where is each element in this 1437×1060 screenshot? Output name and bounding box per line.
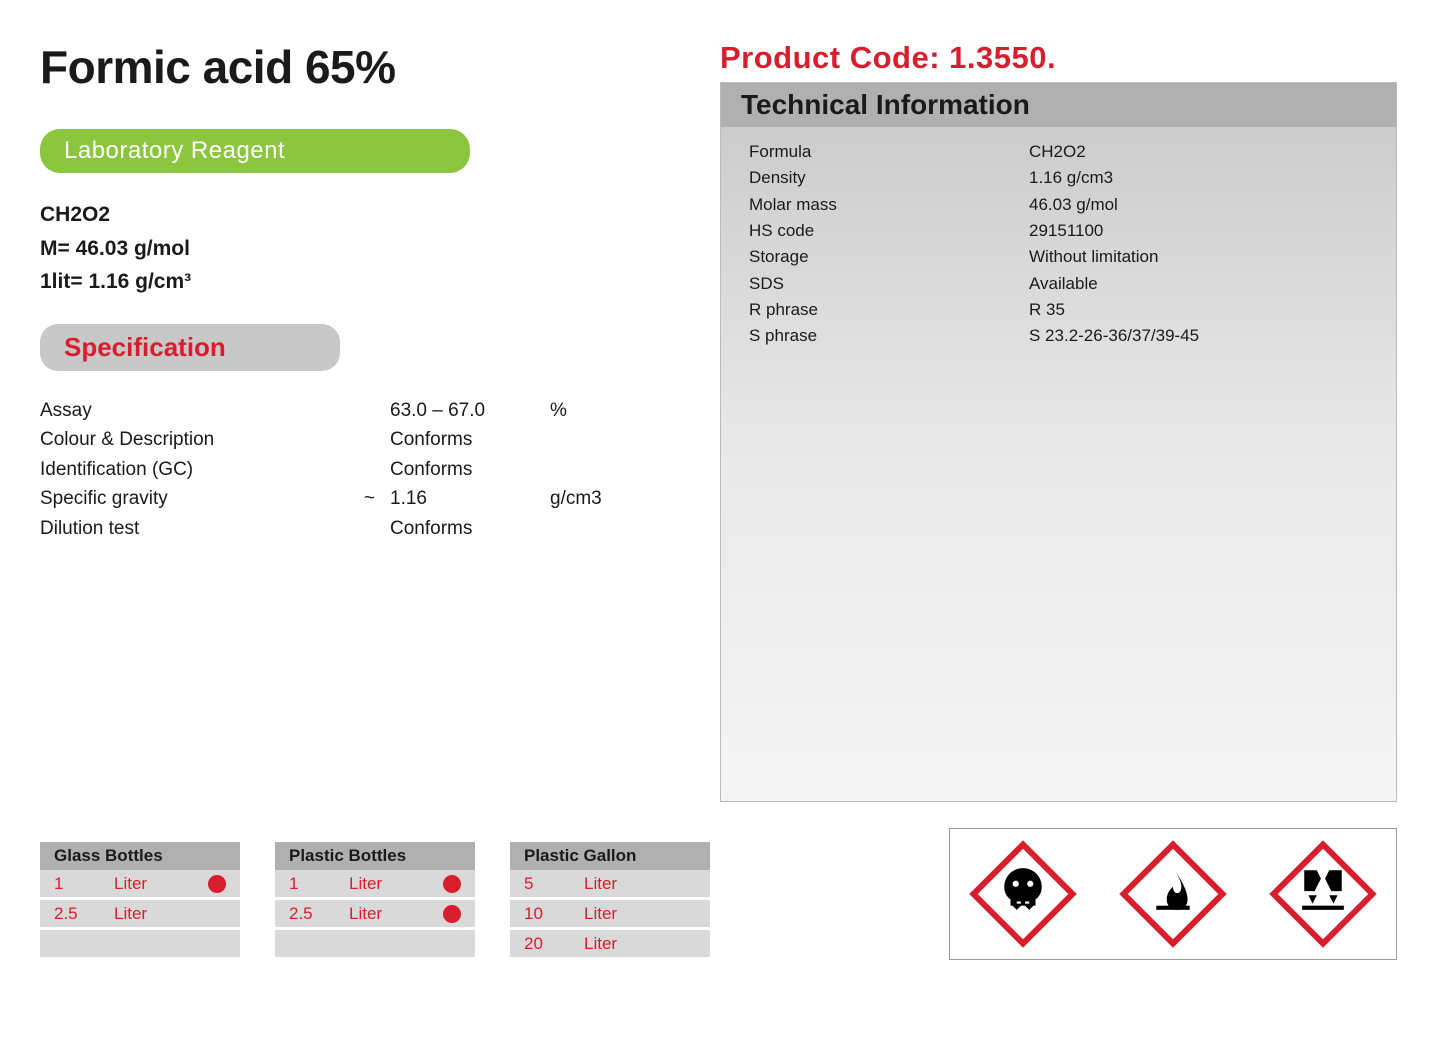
tech-label: Molar mass bbox=[749, 192, 1029, 218]
specification-table: Assay 63.0 – 67.0% Colour & Description Con… bbox=[40, 396, 680, 543]
packaging-qty: 2.5 bbox=[289, 904, 349, 924]
packaging-unit: Liter bbox=[584, 874, 696, 894]
tech-row: Molar mass46.03 g/mol bbox=[749, 192, 1368, 218]
tech-label: SDS bbox=[749, 271, 1029, 297]
packaging-row bbox=[40, 930, 240, 960]
spec-unit: g/cm3 bbox=[550, 484, 630, 513]
availability-dot-icon bbox=[208, 875, 226, 893]
spec-tilde: ~ bbox=[340, 484, 390, 513]
tech-value: S 23.2-26-36/37/39-45 bbox=[1029, 323, 1368, 349]
tech-label: Storage bbox=[749, 244, 1029, 270]
spec-tilde bbox=[340, 455, 390, 484]
hazard-section bbox=[949, 828, 1397, 960]
tech-value: 1.16 g/cm3 bbox=[1029, 165, 1368, 191]
tech-row: StorageWithout limitation bbox=[749, 244, 1368, 270]
packaging-qty: 5 bbox=[524, 874, 584, 894]
tech-value: Without limitation bbox=[1029, 244, 1368, 270]
packaging-header: Glass Bottles bbox=[40, 842, 240, 870]
tech-row: HS code29151100 bbox=[749, 218, 1368, 244]
molar-mass-text: M= 46.03 g/mol bbox=[40, 232, 680, 266]
spec-row: Identification (GC) Conforms bbox=[40, 455, 680, 484]
packaging-header: Plastic Gallon bbox=[510, 842, 710, 870]
spec-tilde bbox=[340, 396, 390, 425]
tech-label: HS code bbox=[749, 218, 1029, 244]
spec-value: Conforms bbox=[390, 455, 550, 484]
spec-unit bbox=[550, 455, 630, 484]
packaging-table: Plastic Bottles1Liter2.5Liter bbox=[275, 842, 475, 960]
spec-row: Assay 63.0 – 67.0% bbox=[40, 396, 680, 425]
packaging-unit: Liter bbox=[584, 904, 696, 924]
technical-body: FormulaCH2O2Density1.16 g/cm3Molar mass4… bbox=[721, 127, 1396, 362]
availability-dot-icon bbox=[443, 875, 461, 893]
packaging-qty: 10 bbox=[524, 904, 584, 924]
availability-dot-icon bbox=[443, 905, 461, 923]
specification-header: Specification bbox=[40, 324, 340, 371]
spec-tilde bbox=[340, 425, 390, 454]
packaging-unit: Liter bbox=[114, 874, 208, 894]
packaging-row: 5Liter bbox=[510, 870, 710, 900]
flame-icon bbox=[1118, 839, 1228, 949]
product-code: Product Code: 1.3550. bbox=[720, 40, 1397, 76]
spec-label: Dilution test bbox=[40, 514, 340, 543]
technical-panel: Technical Information FormulaCH2O2Densit… bbox=[720, 82, 1397, 802]
spec-unit bbox=[550, 425, 630, 454]
spec-unit bbox=[550, 514, 630, 543]
tech-row: S phraseS 23.2-26-36/37/39-45 bbox=[749, 323, 1368, 349]
packaging-section: Glass Bottles1Liter2.5LiterPlastic Bottl… bbox=[40, 842, 710, 960]
packaging-qty: 20 bbox=[524, 934, 584, 954]
packaging-row: 1Liter bbox=[40, 870, 240, 900]
product-title: Formic acid 65% bbox=[40, 40, 680, 94]
tech-value: Available bbox=[1029, 271, 1368, 297]
tech-label: Formula bbox=[749, 139, 1029, 165]
spec-value: Conforms bbox=[390, 514, 550, 543]
packaging-unit: Liter bbox=[584, 934, 696, 954]
spec-row: Dilution test Conforms bbox=[40, 514, 680, 543]
corrosion-icon bbox=[1268, 839, 1378, 949]
packaging-table: Plastic Gallon5Liter10Liter20Liter bbox=[510, 842, 710, 960]
technical-header: Technical Information bbox=[721, 83, 1396, 127]
density-text: 1lit= 1.16 g/cm³ bbox=[40, 265, 680, 299]
packaging-header: Plastic Bottles bbox=[275, 842, 475, 870]
spec-tilde bbox=[340, 514, 390, 543]
skull-crossbones-icon bbox=[968, 839, 1078, 949]
packaging-unit: Liter bbox=[114, 904, 226, 924]
packaging-row: 20Liter bbox=[510, 930, 710, 960]
packaging-qty: 1 bbox=[54, 874, 114, 894]
formula-block: CH2O2 M= 46.03 g/mol 1lit= 1.16 g/cm³ bbox=[40, 198, 680, 299]
tech-value: 46.03 g/mol bbox=[1029, 192, 1368, 218]
spec-label: Identification (GC) bbox=[40, 455, 340, 484]
tech-row: FormulaCH2O2 bbox=[749, 139, 1368, 165]
packaging-row bbox=[275, 930, 475, 960]
lab-reagent-badge: Laboratory Reagent bbox=[40, 129, 470, 173]
packaging-row: 1Liter bbox=[275, 870, 475, 900]
spec-label: Specific gravity bbox=[40, 484, 340, 513]
packaging-qty: 2.5 bbox=[54, 904, 114, 924]
tech-label: Density bbox=[749, 165, 1029, 191]
tech-row: SDSAvailable bbox=[749, 271, 1368, 297]
spec-row: Specific gravity~1.16g/cm3 bbox=[40, 484, 680, 513]
spec-row: Colour & Description Conforms bbox=[40, 425, 680, 454]
tech-value: 29151100 bbox=[1029, 218, 1368, 244]
spec-label: Colour & Description bbox=[40, 425, 340, 454]
spec-value: 63.0 – 67.0 bbox=[390, 396, 550, 425]
packaging-row: 2.5Liter bbox=[275, 900, 475, 930]
tech-row: R phraseR 35 bbox=[749, 297, 1368, 323]
spec-value: Conforms bbox=[390, 425, 550, 454]
formula-text: CH2O2 bbox=[40, 198, 680, 232]
spec-label: Assay bbox=[40, 396, 340, 425]
packaging-row: 2.5Liter bbox=[40, 900, 240, 930]
packaging-table: Glass Bottles1Liter2.5Liter bbox=[40, 842, 240, 960]
tech-value: CH2O2 bbox=[1029, 139, 1368, 165]
packaging-unit: Liter bbox=[349, 874, 443, 894]
packaging-unit: Liter bbox=[349, 904, 443, 924]
packaging-row: 10Liter bbox=[510, 900, 710, 930]
packaging-qty: 1 bbox=[289, 874, 349, 894]
spec-value: 1.16 bbox=[390, 484, 550, 513]
tech-label: R phrase bbox=[749, 297, 1029, 323]
spec-unit: % bbox=[550, 396, 630, 425]
tech-label: S phrase bbox=[749, 323, 1029, 349]
tech-value: R 35 bbox=[1029, 297, 1368, 323]
tech-row: Density1.16 g/cm3 bbox=[749, 165, 1368, 191]
